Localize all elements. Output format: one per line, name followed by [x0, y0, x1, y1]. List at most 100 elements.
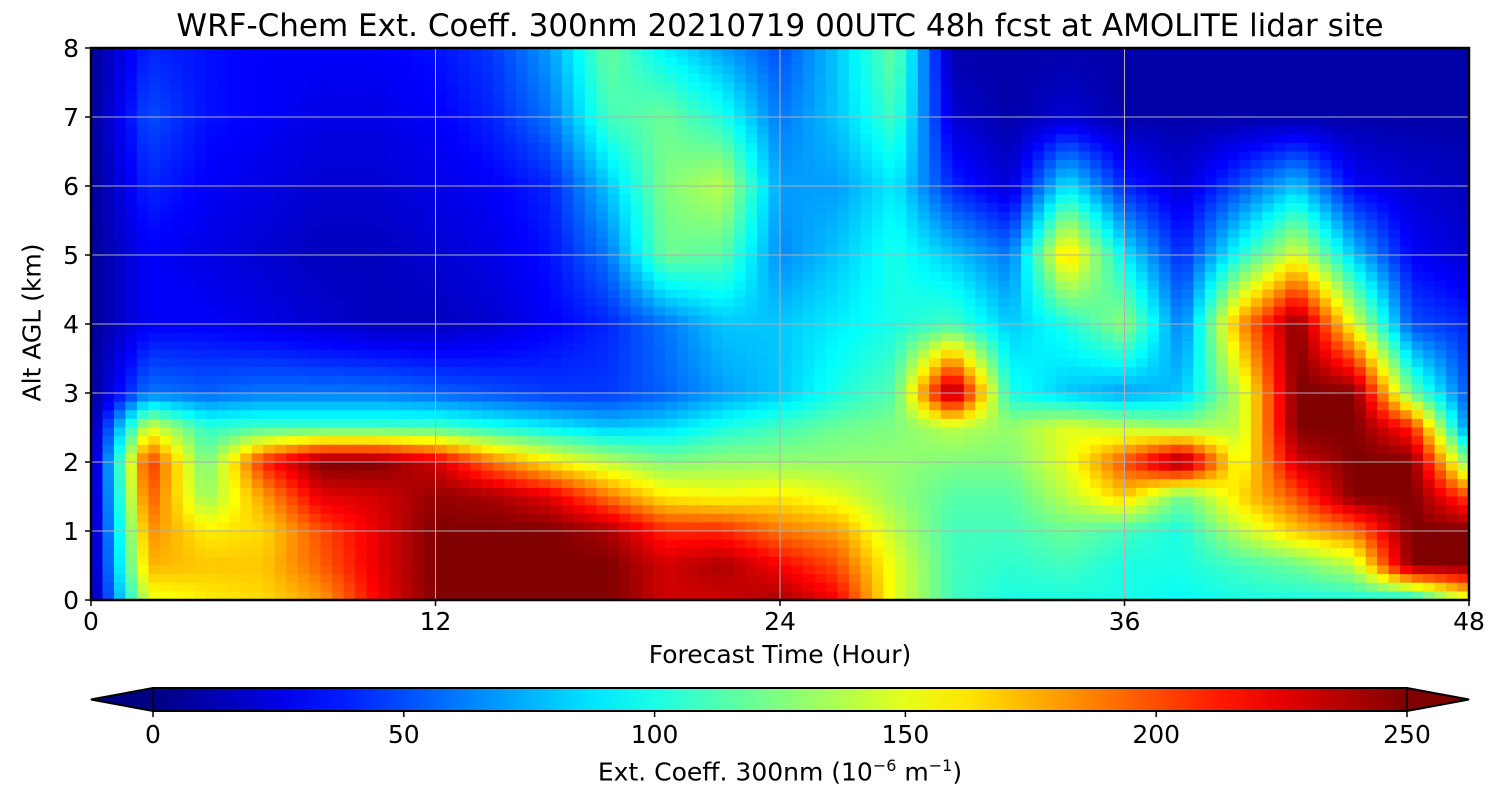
- heatmap-cell: [446, 263, 460, 273]
- heatmap-cell: [366, 91, 379, 101]
- heatmap-cell: [722, 384, 735, 394]
- heatmap-cell: [1216, 151, 1229, 161]
- heatmap-cell: [1400, 375, 1413, 385]
- heatmap-cell: [1400, 289, 1413, 299]
- heatmap-cell: [205, 142, 218, 153]
- heatmap-cell: [171, 177, 184, 187]
- heatmap-cell: [1285, 229, 1298, 239]
- heatmap-cell: [1193, 349, 1206, 360]
- heatmap-cell: [1124, 91, 1137, 101]
- heatmap-cell: [91, 401, 104, 411]
- heatmap-cell: [665, 229, 678, 239]
- heatmap-cell: [504, 203, 517, 213]
- heatmap-cell: [1308, 306, 1321, 316]
- heatmap-cell: [929, 289, 942, 299]
- heatmap-cell: [515, 272, 528, 282]
- heatmap-cell: [699, 168, 712, 178]
- heatmap-cell: [538, 332, 551, 342]
- heatmap-cell: [975, 375, 988, 385]
- heatmap-cell: [814, 384, 827, 394]
- heatmap-cell: [1296, 229, 1309, 239]
- heatmap-cell: [711, 358, 724, 368]
- heatmap-cell: [722, 349, 735, 360]
- heatmap-cell: [458, 246, 471, 256]
- heatmap-cell: [389, 99, 402, 109]
- heatmap-cell: [848, 324, 861, 334]
- heatmap-cell: [320, 367, 333, 377]
- heatmap-cell: [182, 332, 195, 342]
- heatmap-cell: [205, 134, 218, 144]
- heatmap-cell: [1250, 263, 1263, 273]
- heatmap-cell: [814, 91, 827, 101]
- heatmap-cell: [711, 306, 724, 316]
- heatmap-cell: [883, 125, 896, 135]
- heatmap-cell: [814, 142, 827, 153]
- heatmap-cell: [1193, 384, 1206, 394]
- heatmap-cell: [837, 375, 850, 385]
- heatmap-cell: [883, 401, 896, 411]
- heatmap-cell: [366, 289, 379, 299]
- heatmap-cell: [1055, 220, 1068, 230]
- heatmap-cell: [159, 280, 172, 291]
- heatmap-cell: [711, 349, 724, 360]
- heatmap-cell: [251, 332, 264, 342]
- heatmap-cell: [906, 91, 919, 101]
- heatmap-cell: [401, 263, 414, 273]
- heatmap-cell: [538, 82, 551, 92]
- heatmap-cell: [768, 99, 781, 109]
- heatmap-cell: [332, 393, 345, 403]
- heatmap-cell: [665, 237, 678, 247]
- heatmap-cell: [745, 134, 758, 144]
- heatmap-cell: [343, 401, 356, 411]
- heatmap-cell: [527, 48, 540, 58]
- heatmap-cell: [1009, 393, 1022, 403]
- heatmap-cell: [929, 211, 942, 222]
- heatmap-cell: [113, 393, 127, 403]
- heatmap-cell: [538, 142, 551, 153]
- heatmap-cell: [1135, 56, 1149, 66]
- heatmap-cell: [366, 65, 379, 75]
- heatmap-cell: [1262, 237, 1275, 247]
- heatmap-cell: [802, 280, 816, 291]
- heatmap-cell: [366, 332, 379, 342]
- heatmap-cell: [320, 168, 333, 178]
- heatmap-cell: [286, 108, 299, 118]
- heatmap-cell: [228, 160, 241, 170]
- heatmap-cell: [757, 168, 770, 178]
- heatmap-cell: [550, 263, 563, 273]
- heatmap-cell: [205, 186, 218, 196]
- heatmap-cell: [1090, 194, 1103, 204]
- heatmap-cell: [1124, 160, 1137, 170]
- heatmap-cell: [607, 401, 620, 411]
- heatmap-cell: [584, 289, 597, 299]
- heatmap-cell: [401, 272, 414, 282]
- heatmap-cell: [240, 194, 253, 204]
- heatmap-cell: [1319, 263, 1332, 273]
- heatmap-cell: [1044, 306, 1057, 316]
- heatmap-cell: [814, 177, 827, 187]
- heatmap-cell: [217, 99, 230, 109]
- heatmap-cell: [1285, 108, 1298, 118]
- heatmap-cell: [309, 349, 322, 360]
- heatmap-cell: [1434, 298, 1447, 308]
- heatmap-cell: [1354, 393, 1367, 403]
- heatmap-cell: [435, 272, 448, 282]
- heatmap-cell: [711, 272, 724, 282]
- heatmap-cell: [860, 375, 873, 385]
- heatmap-cell: [469, 315, 483, 325]
- heatmap-cell: [297, 65, 310, 75]
- heatmap-cell: [91, 393, 104, 403]
- heatmap-cell: [963, 194, 976, 204]
- heatmap-cell: [745, 298, 758, 308]
- heatmap-cell: [504, 151, 517, 161]
- heatmap-cell: [745, 246, 758, 256]
- heatmap-cell: [1135, 332, 1149, 342]
- heatmap-cell: [871, 401, 884, 411]
- heatmap-cell: [596, 194, 609, 204]
- heatmap-cell: [1388, 73, 1401, 84]
- heatmap-cell: [343, 186, 356, 196]
- heatmap-cell: [1342, 280, 1355, 291]
- heatmap-cell: [217, 65, 230, 75]
- heatmap-cell: [274, 246, 287, 256]
- heatmap-cell: [1044, 246, 1057, 256]
